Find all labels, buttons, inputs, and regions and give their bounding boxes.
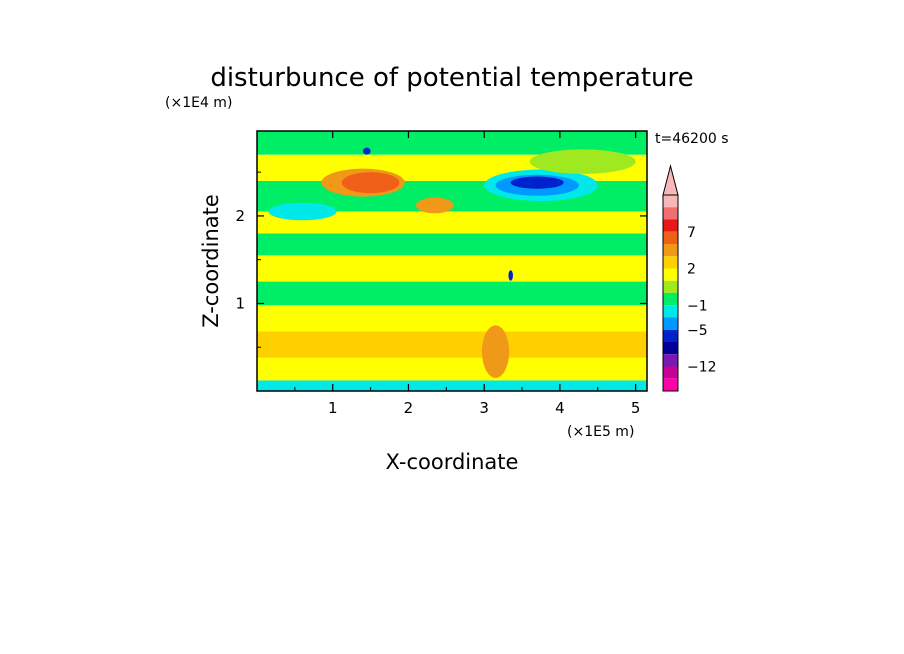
colorbar-swatch	[663, 354, 678, 367]
colorbar-swatch	[663, 366, 678, 379]
field-band-6	[257, 233, 647, 256]
field-band-5	[257, 255, 647, 282]
field-feature-10	[529, 149, 636, 174]
x-axis-label: X-coordinate	[386, 450, 519, 474]
field-feature-7	[363, 147, 371, 155]
colorbar-swatch	[663, 342, 678, 355]
field-band-3	[257, 305, 647, 332]
colorbar-label: −1	[687, 298, 708, 314]
field-band-0	[257, 380, 647, 391]
colorbar-label: 7	[687, 225, 696, 241]
colorbar-swatch	[663, 244, 678, 257]
field-layer	[257, 131, 647, 391]
colorbar-top-arrow	[662, 164, 679, 196]
colorbar-swatch	[663, 378, 678, 391]
colorbar-swatch	[663, 207, 678, 220]
colorbar-swatch	[663, 280, 678, 293]
x-tick-label: 5	[631, 399, 641, 417]
colorbar-swatch	[663, 268, 678, 281]
chart-title: disturbunce of potential temperature	[210, 63, 693, 93]
y-axis-label: Z-coordinate	[199, 194, 223, 328]
y-tick-label: 1	[235, 294, 245, 312]
x-tick-label: 3	[479, 399, 489, 417]
field-feature-9	[481, 325, 510, 378]
x-axis-ticks: 1 2 3 4 5	[294, 131, 641, 417]
colorbar-swatch	[663, 293, 678, 306]
x-tick-label: 2	[404, 399, 414, 417]
field-feature-8	[268, 202, 337, 221]
colorbar-label: 2	[687, 262, 696, 278]
colorbar-label: −12	[687, 360, 717, 376]
field-band-1	[257, 357, 647, 381]
colorbar-label: −5	[687, 323, 708, 339]
colorbar-swatch	[663, 305, 678, 318]
colorbar-swatch	[663, 256, 678, 269]
x-unit-label: (×1E5 m)	[567, 424, 634, 440]
colorbar-swatch	[663, 195, 678, 208]
field-feature-5	[510, 176, 564, 189]
field-band-4	[257, 281, 647, 306]
field-feature-6	[508, 270, 513, 281]
x-tick-label: 4	[555, 399, 565, 417]
field-band-7	[257, 211, 647, 234]
colorbar: 7 2 −1 −5 −12	[662, 164, 717, 392]
y-axis-ticks: 12	[235, 171, 647, 348]
colorbar-frame	[662, 194, 679, 392]
colorbar-swatch	[663, 219, 678, 232]
time-label: t=46200 s	[655, 131, 729, 147]
field-band-10	[257, 131, 647, 155]
y-tick-label: 2	[235, 207, 245, 225]
colorbar-swatch	[663, 231, 678, 244]
x-tick-label: 1	[328, 399, 338, 417]
y-unit-label: (×1E4 m)	[165, 95, 232, 111]
plot-frame	[256, 130, 648, 392]
colorbar-swatch	[663, 317, 678, 330]
field-feature-1	[341, 172, 400, 194]
field-band-2	[257, 331, 647, 358]
field-feature-2	[416, 197, 454, 214]
colorbar-swatch	[663, 329, 678, 342]
